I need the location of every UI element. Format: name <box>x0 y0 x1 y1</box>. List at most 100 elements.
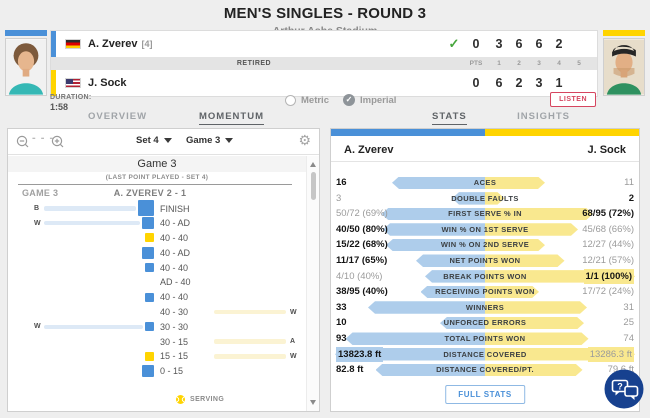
momentum-track-right <box>214 354 286 359</box>
stat-value-right: 74 <box>623 332 634 344</box>
scroll-down-icon[interactable] <box>310 400 316 405</box>
stat-row: RECEIVING POINTS WON 38/95 (40%) 17/72 (24… <box>331 284 639 300</box>
sock-stat-bar <box>485 364 583 377</box>
zverev-stat-bar <box>420 285 485 299</box>
zverev-stat-bar <box>392 176 485 189</box>
stat-row: FIRST SERVE % IN 50/72 (69%) 68/95 (72%) <box>331 206 639 222</box>
tab-stats[interactable]: STATS <box>432 111 467 125</box>
zoom-slider[interactable]: - - - <box>32 132 55 144</box>
tab-overview[interactable]: OVERVIEW <box>88 111 148 122</box>
stat-rows: ACES 16 11 DOUBLE FAULTS 3 2 FIRST SERVE % IN 5… <box>331 175 639 378</box>
player-name-zverev: A. Zverev <box>88 38 138 50</box>
player-seed-zverev: [4] <box>141 39 153 49</box>
stat-row: WIN % ON 1ST SERVE 40/50 (80%) 45/68 (66%) <box>331 222 639 238</box>
momentum-track-left <box>44 220 140 226</box>
stat-value-left: 4/10 (40%) <box>336 270 383 282</box>
sock-stat-bar <box>485 286 539 299</box>
scoreboard-row-zverev: A. Zverev [4] ✓ 0 3 6 6 2 <box>51 31 597 57</box>
scrollbar-thumb[interactable] <box>310 172 316 200</box>
stats-player-left: A. Zverev <box>344 144 394 156</box>
stat-label: TOTAL POINTS WON <box>444 333 526 343</box>
gear-icon[interactable]: ⚙ <box>298 132 311 148</box>
point-outcome-letter: A <box>290 338 296 346</box>
momentum-point-row: W 40 - AD <box>8 216 306 231</box>
chevron-down-icon <box>225 138 234 143</box>
stat-row: DOUBLE FAULTS 3 2 <box>331 191 639 207</box>
tab-momentum[interactable]: MOMENTUM <box>199 111 264 125</box>
momentum-track-left <box>44 206 136 211</box>
sock-stat-bar <box>485 208 593 221</box>
game-select-value: Game 3 <box>186 135 221 146</box>
stat-value-right: 68/95 (72%) <box>582 208 634 220</box>
serving-label: SERVING <box>190 396 225 403</box>
point-score-label: 30 - 15 <box>160 336 189 347</box>
sock-stat-bar <box>485 332 589 345</box>
momentum-point-row: 30 - 15 A <box>8 334 306 349</box>
momentum-toolbar: - - - Set 4 Game 3 ⚙ <box>8 129 319 155</box>
stat-label: UNFORCED ERRORS <box>443 318 527 328</box>
chat-help-fab[interactable]: ? <box>603 368 645 410</box>
momentum-square-gold <box>145 233 154 243</box>
metric-radio[interactable]: Metric <box>285 94 329 106</box>
stat-value-right: 45/68 (66%) <box>582 223 634 235</box>
stat-value-right: 31 <box>623 301 634 313</box>
divider <box>18 184 292 185</box>
stat-value-left: 40/50 (80%) <box>336 223 388 235</box>
zoom-in-icon[interactable] <box>51 135 65 149</box>
points-cell: 0 <box>472 37 480 51</box>
stat-row: WINNERS 33 31 <box>331 300 639 316</box>
momentum-point-row: 40 - AD <box>8 245 306 260</box>
imperial-radio[interactable]: ✓ Imperial <box>342 94 396 106</box>
momentum-square-blue <box>145 263 154 273</box>
set-score-cell: 2 <box>515 76 523 90</box>
usa-flag-icon <box>65 78 81 88</box>
duration-value: 1:58 <box>50 102 69 112</box>
point-outcome-letter: B <box>34 205 40 212</box>
momentum-square-blue <box>145 292 154 302</box>
right-tab-group: STATS INSIGHTS <box>432 111 570 125</box>
set-select-value: Set 4 <box>136 135 159 146</box>
set-score-cell: 2 <box>555 37 563 51</box>
set-select[interactable]: Set 4 <box>136 135 172 146</box>
radio-off-icon <box>285 94 296 106</box>
sock-stat-bar <box>485 239 545 252</box>
stats-player-right: J. Sock <box>587 144 626 156</box>
stat-value-right: 11 <box>624 177 634 188</box>
scroll-up-icon[interactable] <box>310 162 316 167</box>
zoom-out-icon[interactable] <box>16 135 30 149</box>
set-score-cell: 1 <box>555 76 563 90</box>
scoreboard-middle-band: RETIRED PTS 1 2 3 4 5 <box>51 57 597 70</box>
listen-button[interactable]: LISTEN <box>550 92 596 107</box>
game-select[interactable]: Game 3 <box>186 135 234 146</box>
momentum-scrollbar[interactable] <box>306 156 319 411</box>
stat-value-left: 38/95 (40%) <box>336 286 388 298</box>
stats-panel: A. Zverev J. Sock ACES 16 11 DOUBLE FAULTS 3… <box>330 128 640 412</box>
radio-checked-icon: ✓ <box>342 94 355 106</box>
set-score-cell: 6 <box>495 76 503 90</box>
momentum-square-gold <box>145 351 154 361</box>
stat-value-right: 25 <box>623 317 634 329</box>
point-score-label: 40 - 30 <box>160 307 189 318</box>
stat-value-left: 16 <box>336 177 347 188</box>
stat-value-left: 93 <box>336 332 347 344</box>
momentum-point-row: W 30 - 30 <box>8 319 306 334</box>
momentum-square-blue <box>145 322 154 332</box>
full-stats-button[interactable]: FULL STATS <box>445 385 525 404</box>
momentum-panel: - - - Set 4 Game 3 ⚙ Game 3 (LAST POINT … <box>7 128 320 412</box>
tab-insights[interactable]: INSIGHTS <box>517 111 570 122</box>
stat-value-right: 12/21 (57%) <box>582 254 634 266</box>
sock-stat-bar <box>485 177 545 190</box>
stat-label: RECEIVING POINTS WON <box>435 287 535 297</box>
zverev-stat-bar <box>452 192 485 205</box>
player-photo-card-right <box>603 30 645 96</box>
stat-value-right: 12/27 (44%) <box>582 239 634 251</box>
scoreboard: A. Zverev [4] ✓ 0 3 6 6 2 RETIRED PTS 1 2 3 4 5 J.… <box>50 30 598 97</box>
momentum-header-row: GAME 3 A. ZVEREV 2 - 1 <box>8 185 306 201</box>
point-score-label: 40 - 40 <box>160 262 189 273</box>
player-photo-card-left <box>5 30 47 96</box>
zverev-color-segment <box>331 129 485 136</box>
page-title: MEN'S SINGLES - ROUND 3 <box>223 5 427 22</box>
